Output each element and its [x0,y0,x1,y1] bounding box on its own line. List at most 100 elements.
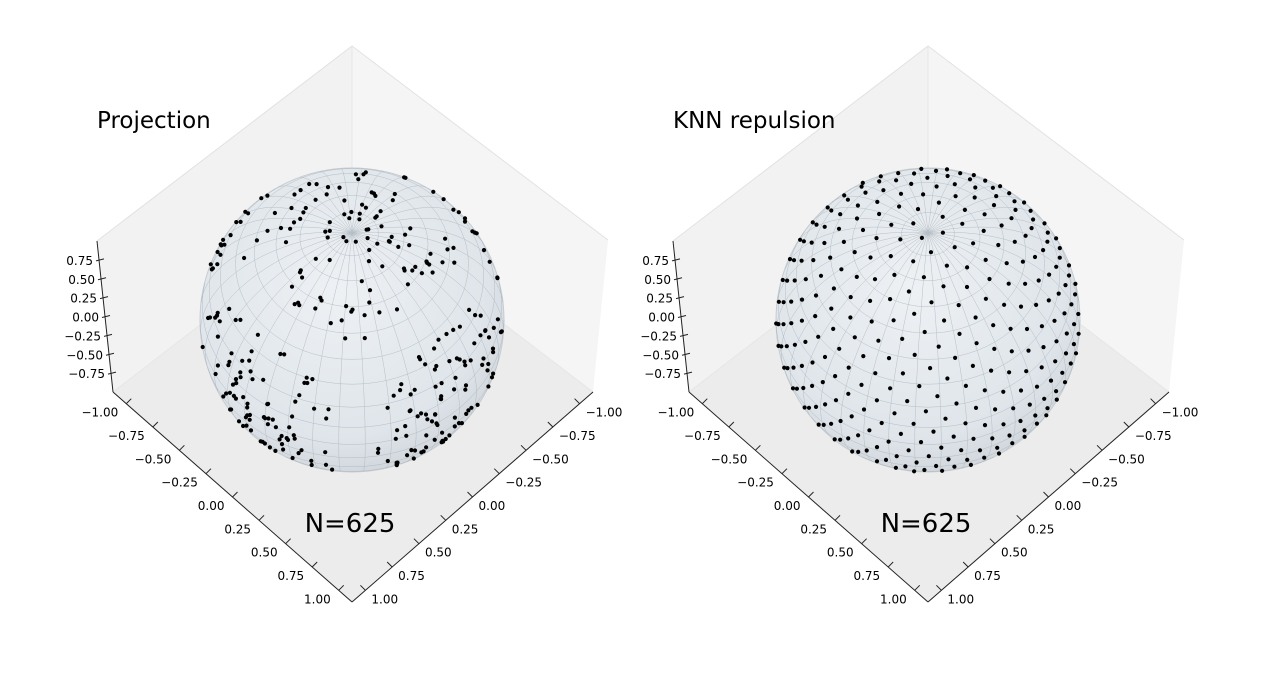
x-tick [152,421,159,428]
data-point [378,209,383,214]
data-point [854,274,859,279]
data-point [292,302,297,307]
data-point [789,299,794,304]
data-point [326,407,331,412]
data-point [945,376,950,381]
data-point [1056,291,1061,296]
data-point [293,399,298,404]
data-point [813,314,818,319]
data-point [814,222,819,227]
data-point [385,458,390,464]
data-point [227,359,232,364]
x-tick-label: 0.50 [251,546,278,560]
x-tick [338,584,345,591]
data-point [432,367,437,372]
data-point [968,462,973,467]
longitude-line [776,231,929,303]
data-point [423,362,428,367]
data-point [915,207,921,212]
data-point [1054,236,1059,241]
data-point [831,326,836,331]
data-point [799,297,805,302]
data-point [791,365,796,370]
data-point [364,227,369,232]
data-point [816,334,821,339]
data-point [996,242,1001,248]
data-point [403,232,408,237]
data-point [931,429,936,434]
data-point [298,216,303,221]
z-tick-label: −0.25 [640,329,677,343]
z-tick [107,371,117,375]
data-point [305,380,310,386]
points [200,170,504,472]
data-point [313,197,318,202]
data-point [906,448,911,453]
data-point [270,417,275,422]
data-point [369,190,374,195]
data-point [1007,433,1012,438]
data-point [801,239,806,244]
longitude-line [351,232,392,469]
data-point [934,184,939,189]
data-point [291,220,297,225]
data-point [226,363,231,368]
data-point [230,382,236,387]
data-point [893,465,898,470]
z-tick-label: −0.50 [66,348,103,362]
data-point [971,173,976,178]
data-point [941,284,946,289]
data-point [459,421,464,426]
data-point [1018,418,1023,424]
data-point [809,240,814,245]
z-tick [105,352,115,356]
z-tick-label: −0.75 [644,367,681,381]
data-point [780,277,785,283]
data-point [869,319,874,324]
z-tick [677,315,687,318]
data-point [898,237,903,242]
data-point [396,244,401,249]
data-point [419,411,424,416]
n-annotation: N=625 [305,509,396,539]
data-point [430,270,435,275]
data-point [324,416,329,421]
data-point [227,390,232,395]
data-point [863,190,868,195]
data-point [982,388,987,393]
data-point [215,249,220,255]
data-point [248,369,253,374]
data-point [970,363,975,368]
y-tick [1043,491,1049,498]
data-point [313,256,318,261]
data-point [792,278,797,283]
data-point [279,442,285,447]
x-tick [701,398,708,405]
data-point [386,239,391,244]
data-point [1006,281,1011,286]
data-point [314,182,319,187]
data-point [403,424,408,429]
longitude-line [803,232,929,416]
data-point [405,282,410,287]
data-point [838,437,843,442]
data-point [367,288,373,293]
n-annotation: N=625 [881,509,972,539]
data-point [946,457,951,462]
longitude-line [213,232,353,392]
data-point [1045,230,1050,235]
data-point [281,447,286,452]
z-tick [673,277,683,281]
data-point [1027,402,1032,407]
data-point [266,416,271,421]
data-point [241,395,246,400]
x-tick [808,491,814,498]
data-point [360,202,365,207]
data-point [1001,389,1006,394]
x-tick [205,468,212,475]
y-tick-label: 0.25 [1028,522,1055,536]
data-point [373,193,378,198]
data-point [878,174,883,179]
pane-left [673,46,928,392]
z-tick [671,258,681,262]
